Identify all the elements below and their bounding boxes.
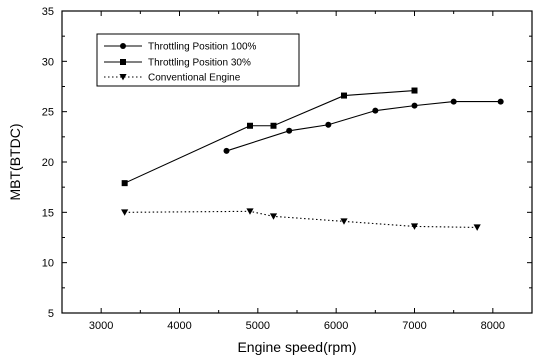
series-3-line <box>124 210 478 228</box>
x-tick-label: 7000 <box>402 320 426 332</box>
y-tick-label: 20 <box>42 157 54 169</box>
series-2-point <box>411 87 418 94</box>
series-1-point <box>372 107 379 114</box>
y-tick-label: 10 <box>42 258 54 270</box>
legend-item: Conventional Engine <box>104 73 241 84</box>
series-3-point <box>246 208 254 215</box>
x-tick-label: 5000 <box>246 320 270 332</box>
y-tick-label: 25 <box>42 107 54 119</box>
y-tick-label: 30 <box>42 56 54 68</box>
x-tick-label: 4000 <box>167 320 191 332</box>
series-3-point <box>121 209 129 216</box>
series-3-point <box>473 224 481 231</box>
y-tick-label: 15 <box>42 207 54 219</box>
legend-label: Conventional Engine <box>148 73 241 84</box>
legend: Throttling Position 100% Throttling Posit… <box>96 33 300 87</box>
x-axis-ticks: 3000 4000 5000 6000 7000 8000 <box>61 11 533 332</box>
series-1-point <box>325 121 332 128</box>
legend-marker <box>120 43 126 49</box>
y-tick-label: 35 <box>42 6 54 18</box>
x-tick-label: 8000 <box>481 320 505 332</box>
y-axis-label: MBT(BTDC) <box>7 124 23 201</box>
series-1-point <box>286 127 293 134</box>
series-layer <box>121 87 504 231</box>
y-tick-label: 5 <box>48 308 54 320</box>
series-1-point <box>450 98 457 105</box>
legend-label: Throttling Position 100% <box>148 42 257 53</box>
series-1 <box>223 98 504 154</box>
series-3-point <box>269 213 278 220</box>
x-axis-label: Engine speed(rpm) <box>237 339 356 355</box>
series-1-point <box>497 98 504 105</box>
series-2-point <box>270 122 277 129</box>
legend-marker <box>119 74 127 81</box>
series-2 <box>121 87 418 187</box>
series-3-point <box>410 223 419 230</box>
series-2-point <box>121 180 128 187</box>
x-tick-label: 6000 <box>324 320 348 332</box>
y-axis-ticks: 5 10 15 20 25 30 35 <box>42 6 532 320</box>
legend-item: Throttling Position 100% <box>104 42 257 53</box>
legend-label: Throttling Position 30% <box>148 58 251 69</box>
series-3 <box>121 208 481 231</box>
series-2-point <box>247 122 253 129</box>
series-3-point <box>340 218 348 225</box>
series-1-point <box>223 147 230 154</box>
legend-box <box>96 33 300 87</box>
x-tick-label: 3000 <box>89 320 113 332</box>
legend-marker <box>120 59 126 65</box>
series-2-point <box>341 92 347 99</box>
legend-item: Throttling Position 30% <box>104 58 251 69</box>
series-1-point <box>411 102 418 109</box>
